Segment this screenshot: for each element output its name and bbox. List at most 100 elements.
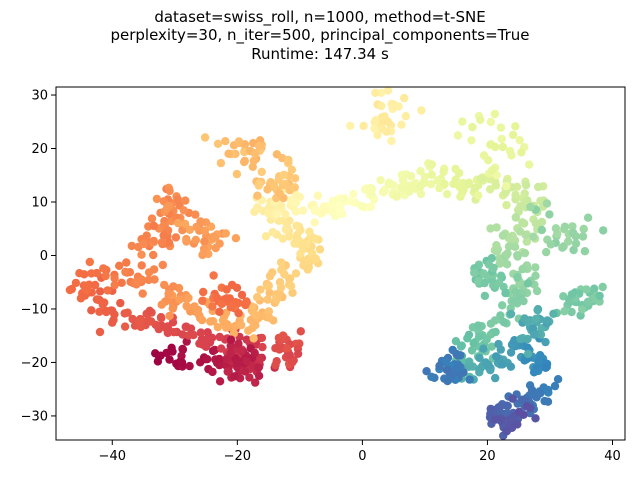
scatter-point [523, 279, 533, 288]
scatter-point [256, 285, 265, 294]
scatter-point [115, 261, 124, 270]
scatter-point [226, 349, 235, 358]
scatter-point [82, 281, 91, 291]
scatter-point [351, 198, 360, 207]
scatter-point [270, 183, 279, 192]
scatter-point [184, 293, 193, 303]
scatter-point [498, 360, 507, 369]
scatter-point [521, 230, 530, 240]
scatter-point [127, 241, 136, 251]
scatter-point [531, 219, 541, 228]
scatter-point [216, 158, 226, 168]
scatter-point [491, 373, 500, 383]
y-tick-label: −20 [21, 356, 48, 371]
scatter-point [318, 207, 328, 216]
scatter-point [85, 257, 95, 267]
scatter-point [222, 294, 231, 303]
scatter-point [426, 180, 436, 189]
scatter-point [569, 245, 578, 255]
scatter-point [251, 310, 260, 320]
scatter-point [160, 280, 169, 290]
scatter-point [208, 367, 217, 377]
scatter-point [258, 342, 267, 352]
scatter-point [523, 317, 533, 327]
scatter-point [209, 271, 218, 280]
scatter-point [464, 179, 474, 188]
scatter-point [110, 280, 119, 290]
scatter-point [103, 286, 112, 295]
scatter-point [406, 172, 416, 181]
scatter-point [169, 282, 178, 291]
scatter-point [521, 180, 531, 190]
scatter-point [530, 330, 539, 339]
scatter-point [274, 175, 283, 184]
scatter-point [453, 131, 463, 140]
scatter-point [435, 361, 444, 371]
scatter-point [230, 372, 239, 381]
scatter-point [221, 229, 230, 238]
scatter-point [571, 232, 580, 241]
scatter-point [468, 122, 477, 132]
scatter-point [508, 394, 517, 403]
scatter-point [90, 280, 100, 290]
scatter-point [200, 237, 209, 246]
scatter-point [157, 314, 166, 323]
scatter-point [255, 141, 264, 151]
scatter-point [365, 202, 374, 211]
scatter-point [95, 327, 105, 337]
scatter-point [275, 189, 284, 198]
scatter-point [511, 213, 520, 222]
scatter-point [95, 287, 105, 296]
scatter-point [571, 239, 581, 248]
scatter-point [491, 327, 500, 337]
scatter-point [474, 332, 484, 341]
scatter-point [185, 225, 194, 234]
scatter-point [99, 264, 108, 273]
scatter-point [497, 134, 506, 144]
scatter-point [498, 301, 507, 310]
scatter-point [281, 225, 290, 234]
scatter-point [480, 291, 490, 301]
x-tick-label: 20 [479, 449, 496, 464]
scatter-point [120, 309, 129, 318]
scatter-point [442, 189, 452, 199]
scatter-point [287, 165, 297, 174]
scatter-point [315, 245, 325, 254]
scatter-point [371, 88, 380, 98]
scatter-point [181, 196, 190, 205]
scatter-point [101, 306, 111, 316]
scatter-point [376, 176, 385, 185]
scatter-point [296, 327, 305, 336]
scatter-point [271, 360, 280, 370]
scatter-point [286, 281, 296, 291]
scatter-point [397, 120, 406, 129]
scatter-point [525, 160, 534, 169]
scatter-point [185, 361, 194, 371]
scatter-point [480, 278, 489, 288]
scatter-point [549, 309, 558, 318]
scatter-point [292, 221, 301, 230]
scatter-point [541, 337, 550, 347]
scatter-point [416, 167, 425, 176]
scatter-point [560, 222, 570, 231]
scatter-point [264, 208, 273, 218]
scatter-point [215, 307, 224, 316]
scatter-point [582, 285, 591, 294]
scatter-point [251, 378, 260, 387]
scatter-point [92, 295, 102, 304]
scatter-point [71, 278, 81, 288]
scatter-point [553, 375, 563, 384]
scatter-point [257, 333, 267, 343]
scatter-point [491, 352, 501, 361]
scatter-point [182, 301, 191, 310]
scatter-point [532, 286, 542, 296]
scatter-point [451, 175, 460, 184]
scatter-point [221, 308, 231, 317]
scatter-point [143, 315, 153, 325]
scatter-point [284, 157, 293, 166]
scatter-point [310, 218, 319, 227]
scatter-point [475, 353, 484, 363]
scatter-point [215, 332, 224, 342]
scatter-point [98, 300, 108, 309]
scatter-point [278, 234, 288, 243]
